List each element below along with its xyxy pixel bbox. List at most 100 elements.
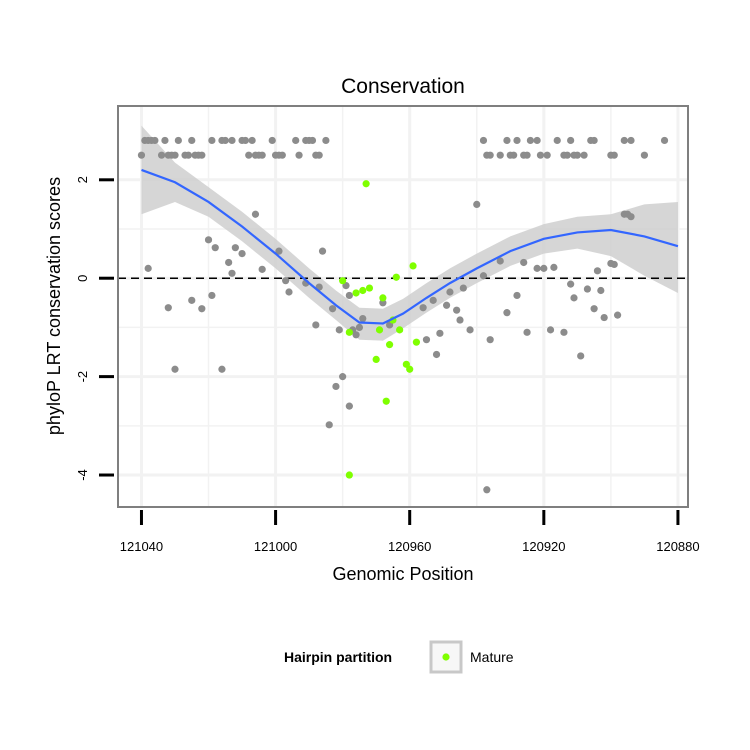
data-point	[359, 314, 367, 323]
data-point	[432, 350, 441, 359]
data-point	[570, 294, 578, 302]
data-point	[292, 136, 300, 145]
data-point	[479, 272, 488, 280]
mature-point	[396, 326, 404, 334]
mature-point	[382, 397, 390, 405]
data-point	[419, 304, 427, 312]
y-tick-label: 2	[75, 176, 90, 183]
data-point	[473, 200, 481, 209]
data-point	[479, 136, 488, 145]
data-point	[640, 151, 649, 159]
data-point	[332, 382, 340, 391]
data-point	[567, 280, 575, 288]
data-point	[171, 151, 179, 159]
data-point	[533, 264, 541, 272]
legend-label-mature: Mature	[470, 649, 514, 665]
legend-key-mature-point	[442, 653, 450, 661]
data-point	[198, 151, 206, 159]
y-tick-label: -4	[75, 469, 90, 481]
data-point	[282, 277, 290, 285]
data-point	[503, 309, 511, 317]
data-point	[198, 305, 206, 313]
data-point	[513, 136, 521, 145]
data-point	[503, 136, 511, 145]
data-point	[627, 136, 635, 145]
data-point	[137, 151, 146, 159]
data-point	[536, 151, 545, 159]
data-point	[456, 316, 464, 324]
data-point	[560, 328, 568, 336]
data-point	[442, 301, 451, 309]
data-point	[613, 311, 622, 319]
mature-point	[359, 286, 367, 295]
plot-panel	[117, 105, 689, 508]
data-point	[221, 136, 229, 145]
mature-point	[392, 273, 400, 281]
data-point	[429, 296, 437, 304]
mature-point	[412, 338, 421, 346]
mature-point	[345, 328, 353, 336]
data-point	[453, 306, 461, 314]
data-point	[184, 151, 193, 159]
x-tick-label: 121040	[120, 539, 163, 554]
data-point	[211, 244, 219, 252]
data-point	[550, 263, 558, 271]
data-point	[188, 136, 196, 145]
data-point	[164, 304, 172, 312]
x-axis-title: Genomic Position	[332, 564, 473, 584]
data-point	[258, 151, 266, 159]
y-tick-label: 0	[75, 275, 90, 282]
x-tick-label: 120960	[388, 539, 431, 554]
mature-point	[365, 284, 374, 292]
data-point	[496, 257, 504, 265]
data-point	[275, 247, 283, 255]
data-point	[520, 258, 528, 267]
data-point	[590, 136, 598, 145]
data-point	[144, 264, 152, 272]
data-point	[580, 151, 588, 159]
grid-lines	[118, 106, 688, 507]
data-point	[308, 136, 317, 145]
mature-point	[345, 471, 353, 479]
data-point	[225, 258, 233, 267]
mature-point	[339, 277, 347, 285]
data-point	[510, 151, 518, 159]
data-point	[567, 136, 575, 145]
data-point	[660, 136, 669, 145]
data-point	[204, 236, 213, 244]
data-point	[325, 421, 333, 429]
data-point	[553, 136, 561, 145]
x-axis: 121040 121000 120960 120920 120880	[120, 510, 700, 554]
data-point	[335, 326, 343, 334]
data-point	[171, 365, 179, 373]
data-point	[459, 284, 467, 292]
data-point	[161, 136, 169, 145]
data-point	[238, 250, 246, 258]
data-point	[486, 336, 494, 344]
mature-point	[406, 365, 414, 373]
x-tick-label: 120920	[522, 539, 565, 554]
data-point	[345, 291, 353, 300]
legend-key-box	[429, 640, 463, 674]
data-point	[513, 291, 521, 300]
data-point	[620, 136, 628, 145]
data-point	[466, 326, 474, 334]
data-point	[583, 285, 592, 293]
data-point	[483, 486, 491, 494]
data-point	[590, 305, 598, 313]
data-point	[295, 151, 303, 159]
data-point	[600, 313, 608, 322]
data-point	[278, 151, 286, 159]
data-point	[345, 402, 353, 410]
data-point	[228, 136, 236, 145]
data-point	[312, 321, 320, 329]
smooth-line-layer	[141, 168, 679, 325]
data-point	[322, 136, 330, 145]
data-point	[157, 151, 166, 159]
legend: Hairpin partition Mature	[284, 640, 514, 674]
data-point	[352, 331, 360, 339]
data-point	[339, 373, 347, 381]
legend-title: Hairpin partition	[284, 649, 392, 665]
data-point	[523, 151, 531, 159]
